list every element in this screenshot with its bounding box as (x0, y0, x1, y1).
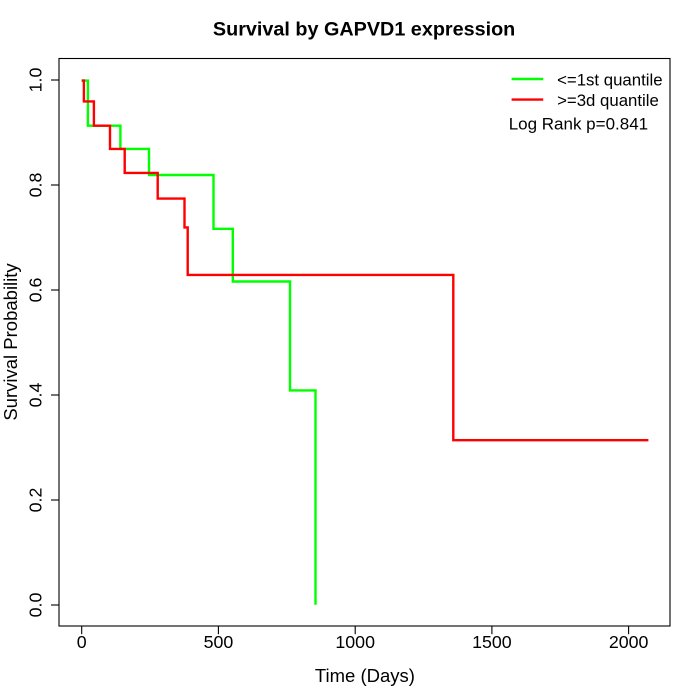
svg-text:2000: 2000 (609, 632, 649, 652)
svg-text:Log Rank p=0.841: Log Rank p=0.841 (509, 115, 648, 134)
svg-text:Survival by GAPVD1 expression: Survival by GAPVD1 expression (213, 19, 515, 41)
svg-text:>=3d quantile: >=3d quantile (557, 91, 659, 110)
svg-text:0.0: 0.0 (25, 593, 45, 618)
svg-text:<=1st quantile: <=1st quantile (557, 71, 662, 90)
svg-text:500: 500 (204, 632, 234, 652)
svg-text:1500: 1500 (472, 632, 512, 652)
svg-text:1000: 1000 (335, 632, 375, 652)
svg-text:1.0: 1.0 (25, 68, 45, 93)
svg-text:Time (Days): Time (Days) (315, 665, 415, 686)
svg-text:0.8: 0.8 (25, 173, 45, 198)
svg-text:0.4: 0.4 (25, 383, 45, 408)
svg-text:0.2: 0.2 (25, 488, 45, 513)
svg-text:0: 0 (77, 632, 87, 652)
svg-text:0.6: 0.6 (25, 278, 45, 303)
svg-text:Survival Probability: Survival Probability (0, 263, 21, 421)
